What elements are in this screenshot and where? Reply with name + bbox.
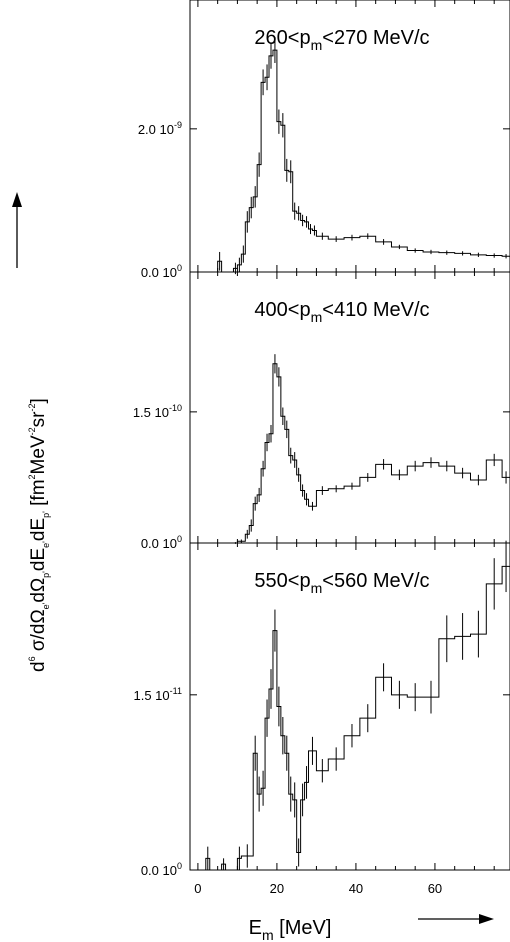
x-tick-label: 60 xyxy=(428,881,442,896)
panel-title: 260<pm<270 MeV/c xyxy=(254,27,429,53)
y-tick-label: 0.0 100 xyxy=(141,534,182,551)
histogram-series xyxy=(233,363,510,544)
panel-3: 0.0 100 1.5 10-11 550<pm<560 MeV/c xyxy=(134,540,510,878)
x-axis-title: Em [MeV] xyxy=(249,917,332,942)
x-tick-label: 40 xyxy=(349,881,363,896)
x-tick-label: 20 xyxy=(270,881,284,896)
x-tick-label: 0 xyxy=(194,881,201,896)
panel-title: 550<pm<560 MeV/c xyxy=(254,570,429,596)
y-axis-title: d6 σ/dΩe'dΩp'dEe'dEp' [fm2MeV-2sr-2] xyxy=(27,398,51,672)
histogram-series xyxy=(217,49,510,273)
x-axis-arrow-icon xyxy=(418,914,494,924)
panel-frame xyxy=(189,542,510,871)
histogram-series xyxy=(205,565,510,871)
y-tick-label: 2.0 10-9 xyxy=(138,120,182,137)
y-axis-arrow-icon xyxy=(12,192,22,268)
y-tick-label: 0.0 100 xyxy=(141,861,182,878)
y-tick-label: 0.0 100 xyxy=(141,263,182,280)
panel-title: 400<pm<410 MeV/c xyxy=(254,299,429,325)
panel-1: 0.0 100 2.0 10-9 260<pm<270 MeV/c xyxy=(138,0,510,280)
y-tick-label: 1.5 10-10 xyxy=(133,403,182,420)
y-tick-label: 1.5 10-11 xyxy=(134,686,183,703)
panel-2: 0.0 100 1.5 10-10 400<pm<410 MeV/c xyxy=(133,271,510,551)
